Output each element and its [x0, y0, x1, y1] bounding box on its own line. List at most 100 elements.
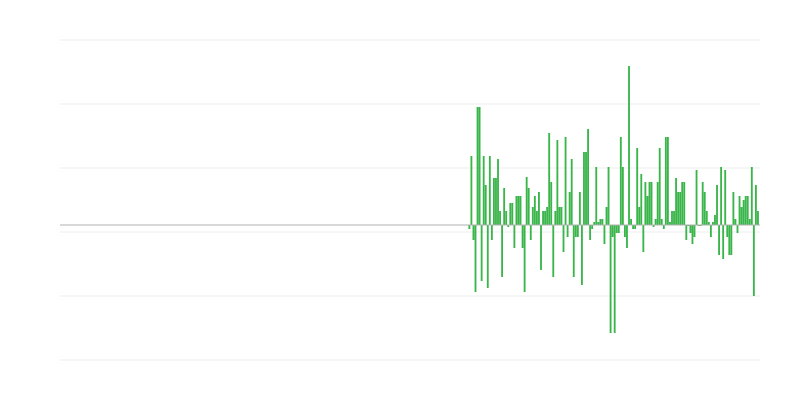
bar	[738, 196, 741, 225]
bar	[630, 219, 632, 225]
bar	[591, 225, 594, 229]
bar	[548, 133, 551, 225]
bar	[693, 225, 696, 237]
bar	[595, 167, 598, 225]
bar	[695, 170, 698, 225]
bar	[509, 203, 512, 225]
bar	[525, 177, 528, 225]
bar	[576, 225, 579, 237]
bar	[546, 207, 549, 225]
bar	[560, 207, 563, 225]
bar	[675, 178, 678, 225]
bar	[597, 222, 600, 225]
bar	[656, 182, 659, 225]
bar	[507, 225, 510, 227]
bar	[730, 225, 733, 255]
bar	[511, 203, 514, 225]
bar	[562, 225, 565, 252]
bar	[476, 107, 479, 225]
bar	[517, 196, 520, 225]
bar	[484, 185, 487, 225]
bar	[669, 222, 671, 225]
bar	[519, 196, 522, 225]
bar	[644, 182, 647, 225]
bar	[488, 156, 491, 225]
bar	[648, 182, 651, 225]
bar	[495, 178, 497, 225]
bar	[689, 225, 692, 233]
bar	[744, 196, 747, 225]
bar	[750, 167, 753, 225]
bar	[757, 211, 759, 225]
bar	[513, 225, 516, 248]
bar	[728, 225, 731, 255]
bar	[554, 211, 557, 225]
bar	[652, 225, 655, 227]
bar	[505, 211, 508, 225]
bar	[531, 207, 534, 225]
bar	[754, 185, 757, 225]
bar	[732, 192, 735, 225]
bar	[658, 148, 661, 225]
bar	[533, 196, 536, 225]
bar	[662, 225, 665, 229]
bar	[529, 225, 532, 240]
bar	[664, 137, 667, 225]
bar	[470, 156, 473, 225]
bar	[566, 225, 569, 237]
bar	[593, 222, 596, 225]
bar	[572, 225, 575, 277]
bar	[722, 225, 725, 259]
bar	[581, 225, 583, 285]
bar	[685, 225, 688, 240]
bar	[499, 211, 501, 225]
bar	[497, 159, 499, 225]
bar	[726, 225, 729, 237]
bar	[544, 211, 547, 225]
bar	[628, 66, 630, 225]
bar	[523, 225, 526, 292]
bar	[617, 225, 620, 233]
bar	[740, 207, 743, 225]
bar	[482, 156, 485, 225]
bar	[607, 167, 610, 225]
bar	[623, 225, 626, 237]
bar	[550, 182, 553, 225]
bar	[734, 219, 737, 225]
bar	[570, 159, 573, 225]
bar	[701, 182, 704, 225]
bar	[746, 196, 749, 225]
bar	[552, 225, 555, 277]
bar	[615, 225, 618, 233]
bar	[742, 200, 745, 225]
bar	[646, 196, 649, 225]
bar	[724, 170, 727, 225]
bars	[468, 66, 759, 333]
bar	[619, 137, 622, 225]
bar	[472, 225, 475, 240]
bar	[601, 219, 604, 225]
bar	[556, 140, 559, 225]
bar	[527, 188, 530, 225]
bar	[515, 196, 518, 225]
bar	[712, 222, 714, 225]
bar	[636, 148, 639, 225]
bar	[535, 211, 538, 225]
bar	[503, 188, 506, 225]
bar	[605, 207, 608, 225]
bar	[634, 225, 637, 229]
bar	[490, 225, 493, 240]
bar	[642, 225, 645, 252]
bar	[681, 182, 684, 225]
bar	[626, 225, 628, 248]
bar	[707, 222, 710, 225]
bar	[613, 225, 616, 333]
bar	[492, 178, 495, 225]
bar	[748, 219, 751, 225]
bar	[720, 167, 723, 225]
bar	[650, 182, 653, 225]
bar	[538, 192, 540, 225]
bar	[474, 225, 477, 292]
bar	[521, 225, 524, 248]
bar	[660, 219, 663, 225]
